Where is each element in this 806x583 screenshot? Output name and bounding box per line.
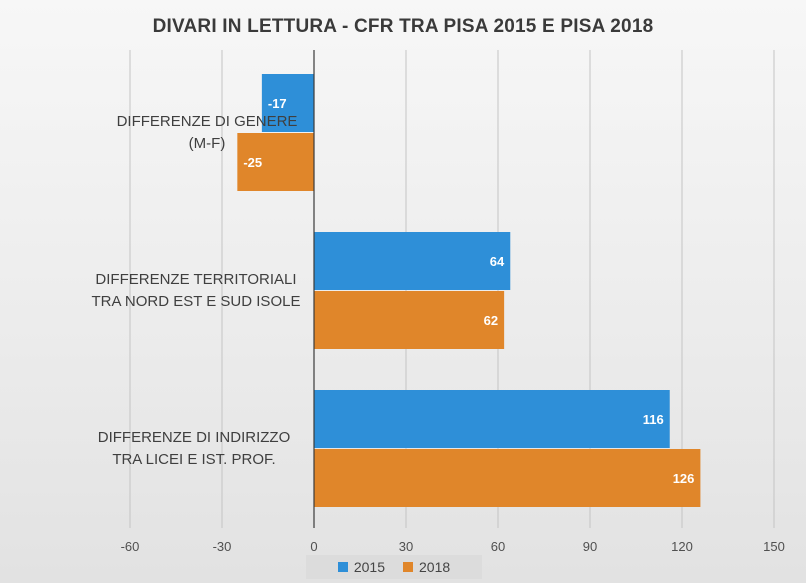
chart-title: DIVARI IN LETTURA - CFR TRA PISA 2015 E … (152, 16, 654, 37)
legend-label-2015: 2015 (353, 559, 385, 575)
x-tick-label-1: -30 (213, 539, 232, 554)
data-label-2015-2: 116 (643, 412, 664, 427)
legend-label-2018: 2018 (419, 559, 451, 575)
x-tick-label-4: 60 (491, 539, 505, 554)
data-label-2018-0: -25 (243, 155, 262, 170)
category-label-0-line-0: DIFFERENZE DI GENERE (117, 113, 298, 130)
category-label-2-line-1: TRA LICEI E IST. PROF. (112, 451, 275, 468)
category-label-2: DIFFERENZE DI INDIRIZZO TRA LICEI E IST. … (98, 429, 291, 468)
legend-item-2018: 2018 (403, 559, 450, 575)
x-tick-label-3: 30 (399, 539, 413, 554)
category-label-1: DIFFERENZE TERRITORIALI TRA NORD EST E SU… (92, 271, 301, 310)
category-label-1-line-0: DIFFERENZE TERRITORIALI (95, 271, 296, 288)
x-tick-label-5: 90 (583, 539, 597, 554)
x-tick-label-0: -60 (121, 539, 140, 554)
category-label-0-line-1: (M-F) (189, 135, 226, 152)
bar-2015-1 (314, 232, 511, 290)
legend-swatch-2018 (403, 562, 413, 572)
category-label-1-line-1: TRA NORD EST E SUD ISOLE (92, 293, 301, 310)
bar-2018-1 (314, 291, 505, 349)
data-label-2018-1: 62 (484, 313, 498, 328)
x-tick-label-2: 0 (310, 539, 317, 554)
data-label-2018-2: 126 (673, 471, 695, 486)
x-tick-label-7: 150 (763, 539, 785, 554)
bar-2015-0 (261, 74, 314, 132)
legend-item-2015: 2015 (337, 559, 385, 575)
legend-swatch-2015 (337, 562, 348, 572)
data-label-2015-0: -17 (268, 96, 287, 111)
category-label-2-line-0: DIFFERENZE DI INDIRIZZO (98, 429, 291, 446)
data-label-2015-1: 64 (490, 254, 505, 269)
bar-2015-2 (314, 390, 670, 448)
category-label-0: DIFFERENZE DI GENERE (M-F) (117, 113, 298, 152)
x-tick-label-6: 120 (671, 539, 693, 554)
bar-2018-0 (237, 133, 314, 191)
bar-2018-2 (314, 449, 701, 507)
legend: 2015 2018 (306, 555, 482, 579)
